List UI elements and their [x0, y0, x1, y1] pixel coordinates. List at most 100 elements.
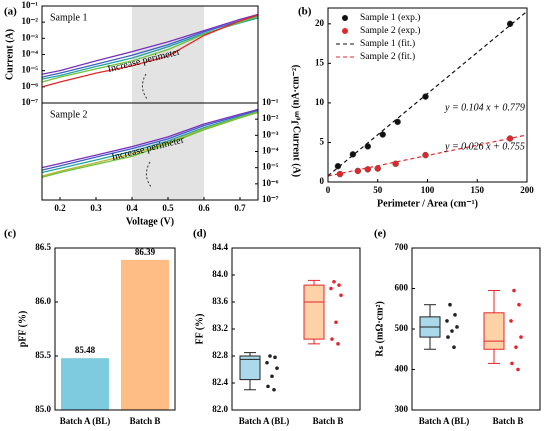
legend-symbol: [342, 28, 348, 34]
y-tick-label: 600: [395, 283, 409, 293]
y-tick-label: 85.0: [35, 404, 51, 414]
legend-label: Sample 2 (fit.): [360, 51, 415, 62]
y-tick-label: 86.0: [35, 296, 51, 306]
y-tick-label: 10⁻⁷: [262, 194, 279, 204]
y-tick-label: 10⁻⁴: [22, 49, 39, 59]
data-point: [334, 320, 338, 325]
x-tick-label: 150: [471, 185, 485, 195]
data-point: [265, 360, 269, 365]
plot-frame: [41, 102, 259, 201]
data-point: [379, 131, 386, 138]
x-tick-label: 0.3: [90, 203, 102, 213]
y-tick-label: 300: [395, 404, 409, 414]
data-point: [446, 335, 450, 339]
data-point: [272, 387, 276, 392]
y-tick-label: 82.4: [212, 377, 228, 387]
value-label: 86.39: [135, 247, 156, 257]
annotation: y = 0.104 x + 0.779: [444, 102, 525, 113]
y-tick-label: 10⁻³: [262, 129, 279, 139]
y-tick-label: 10: [315, 97, 325, 107]
annotation: Sample 1: [50, 12, 88, 23]
data-point: [273, 355, 277, 360]
annotation: y = 0.026 x + 0.755: [444, 141, 525, 152]
x-axis-label: Perimeter / Area (cm⁻¹): [377, 198, 478, 209]
panel-label: (b): [298, 6, 312, 18]
value-label: 85.48: [75, 345, 96, 355]
fit-line: [327, 10, 528, 177]
x-tick-label: 0.7: [234, 203, 246, 213]
data-point: [445, 319, 449, 323]
y-tick-label: 10⁻¹: [22, 0, 39, 10]
iv-curve: [41, 111, 259, 179]
panel-label: (c): [4, 228, 17, 240]
x-tick-label: 100: [421, 185, 435, 195]
data-point: [354, 167, 362, 175]
data-point: [339, 293, 343, 298]
data-point: [422, 151, 429, 159]
y-axis-label: J₀ₘ (nA·cm⁻²): [290, 65, 301, 126]
data-point: [455, 325, 459, 329]
data-point: [506, 20, 514, 28]
y-tick-label: 85.5: [35, 350, 51, 360]
y-tick-label: 0: [320, 176, 325, 186]
x-tick-label: Batch B: [313, 416, 344, 426]
y-tick-label: 84.0: [212, 269, 228, 279]
x-tick-label: 0.2: [54, 203, 66, 213]
box: [483, 312, 505, 350]
legend-label: Sample 2 (exp.): [360, 25, 420, 36]
annotation: Sample 2: [50, 109, 88, 120]
x-tick-label: Batch B: [130, 416, 161, 426]
y-tick-label: 10⁻⁵: [22, 65, 39, 75]
iv-curve: [41, 108, 259, 169]
plot-frame: [54, 247, 176, 411]
data-point: [422, 93, 429, 100]
data-point: [275, 366, 279, 370]
panel-label: (a): [4, 6, 17, 18]
data-point: [510, 361, 514, 366]
bar: [121, 259, 169, 410]
y-tick-label: 86.5: [35, 242, 51, 252]
y-tick-label: 10⁻⁴: [262, 146, 279, 156]
bar: [61, 358, 109, 410]
data-point: [394, 118, 401, 126]
y-tick-label: 10⁻⁶: [22, 81, 39, 91]
data-point: [453, 313, 457, 317]
y-tick-label: 700: [395, 242, 409, 252]
panel-label: (e): [374, 228, 387, 240]
y-axis-label: pFF (%): [17, 311, 28, 348]
y-axis-label: FF (%): [194, 313, 205, 344]
data-point: [336, 342, 340, 346]
legend-label: Sample 1 (fit.): [360, 38, 415, 49]
plot-frame: [411, 247, 541, 411]
x-tick-label: 50: [373, 185, 383, 195]
y-tick-label: 10⁻²: [262, 113, 279, 123]
data-point: [332, 279, 336, 284]
data-point: [514, 345, 518, 350]
arrow: [146, 161, 153, 189]
y-tick-label: 10⁻³: [22, 32, 39, 42]
arrow: [142, 73, 149, 101]
y-tick-label: 10⁻²: [22, 16, 39, 26]
y-tick-label: 400: [395, 364, 409, 374]
y-tick-label: 15: [315, 57, 325, 67]
fit-line: [327, 134, 528, 177]
y-tick-label: 500: [395, 323, 409, 333]
y-axis-label: Rₛ (mΩ·cm²): [374, 301, 385, 357]
legend-symbol: [342, 15, 348, 21]
iv-curve: [41, 14, 259, 88]
data-point: [268, 354, 272, 358]
x-tick-label: Batch A (BL): [60, 416, 111, 426]
data-point: [330, 337, 334, 341]
iv-curve: [41, 109, 259, 171]
y-tick-label: 10⁻⁷: [22, 97, 39, 107]
y-tick-label: 10⁻⁶: [262, 178, 279, 188]
box: [303, 284, 325, 340]
y-tick-label: 83.2: [212, 323, 228, 333]
data-point: [450, 329, 454, 333]
data-point: [517, 302, 521, 307]
x-tick-label: 0: [326, 185, 331, 195]
data-point: [334, 162, 342, 170]
data-point: [374, 165, 381, 172]
y-axis-label: Current (A): [291, 126, 302, 177]
